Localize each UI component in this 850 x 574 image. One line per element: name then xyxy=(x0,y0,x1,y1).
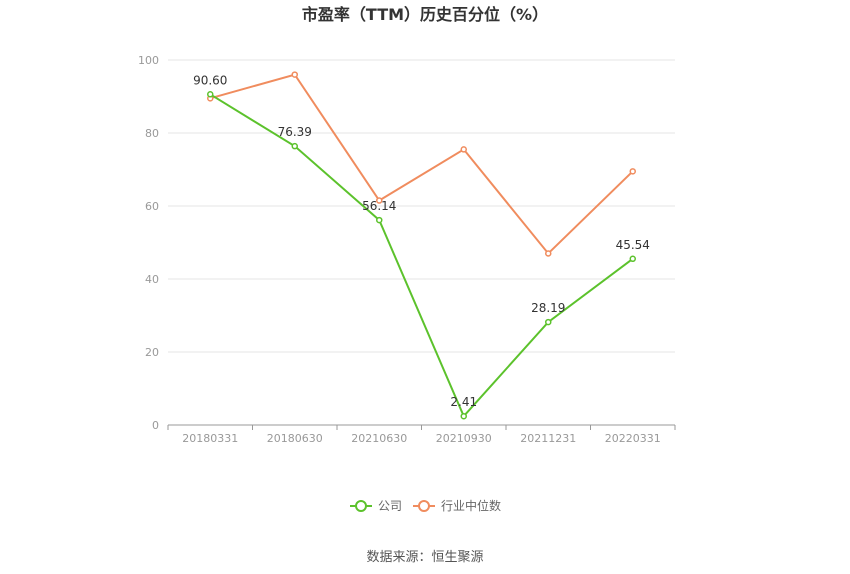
y-tick-label: 40 xyxy=(145,273,159,286)
legend-marker xyxy=(418,500,430,512)
data-point xyxy=(376,216,383,224)
data-point xyxy=(291,71,298,78)
y-tick-label: 80 xyxy=(145,127,159,140)
x-tick-label: 20210630 xyxy=(351,432,407,445)
data-point xyxy=(629,168,636,175)
data-point xyxy=(207,91,214,98)
legend-marker xyxy=(355,500,367,512)
grid xyxy=(168,59,675,353)
x-tick-label: 20210930 xyxy=(436,432,492,445)
x-tick-label: 20211231 xyxy=(520,432,576,445)
data-point xyxy=(291,142,298,150)
data-point xyxy=(629,255,636,263)
data-label: 90.60 xyxy=(193,73,227,87)
x-tick-label: 20180630 xyxy=(267,432,323,445)
legend-item: 行业中位数 xyxy=(413,498,501,513)
data-label: 76.39 xyxy=(278,125,312,139)
legend-label: 公司 xyxy=(378,499,402,513)
x-tick-label: 20220331 xyxy=(605,432,661,445)
data-point xyxy=(460,412,467,420)
y-tick-label: 60 xyxy=(145,200,159,213)
series-layer: 90.60 76.39 56.14 2.41 28.19 45.54 xyxy=(193,71,650,420)
legend-item: 公司 xyxy=(350,499,402,513)
chart-title: 市盈率（TTM）历史百分位（%） xyxy=(302,5,548,24)
data-label: 2.41 xyxy=(450,395,477,409)
data-label: 28.19 xyxy=(531,301,565,315)
data-point xyxy=(460,146,467,153)
data-label: 56.14 xyxy=(362,199,396,213)
y-axis: 0 20 40 60 80 100 xyxy=(138,54,159,432)
y-tick-label: 20 xyxy=(145,346,159,359)
data-point xyxy=(376,197,383,204)
data-point xyxy=(545,250,552,257)
legend-label: 行业中位数 xyxy=(441,498,501,513)
source-note: 数据来源：恒生聚源 xyxy=(366,550,483,565)
data-label: 45.54 xyxy=(616,238,650,252)
x-axis: 20180331 20180630 20210630 20210930 20211231… xyxy=(167,424,676,445)
legend: 公司 行业中位数 xyxy=(350,498,501,513)
data-point xyxy=(545,318,552,326)
series-line xyxy=(209,93,634,419)
y-tick-label: 0 xyxy=(152,419,159,432)
y-tick-label: 100 xyxy=(138,54,159,67)
series-line xyxy=(209,73,634,255)
x-tick-label: 20180331 xyxy=(182,432,238,445)
